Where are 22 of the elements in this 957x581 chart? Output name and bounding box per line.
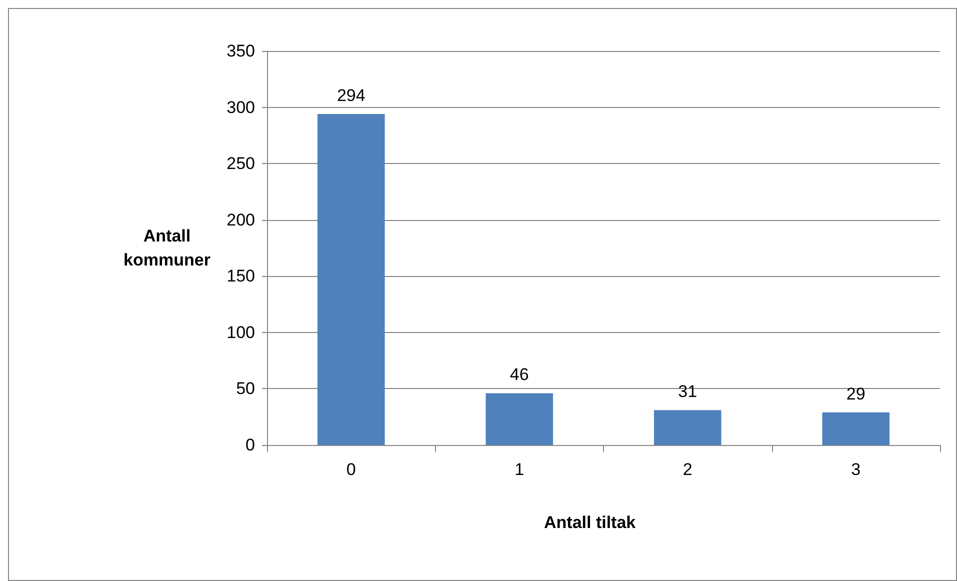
y-tick-label: 0 — [246, 436, 255, 454]
data-label: 31 — [678, 382, 698, 402]
x-axis-title: Antall tiltak — [544, 513, 636, 532]
x-tick-label: 2 — [682, 460, 692, 479]
data-label: 294 — [336, 86, 366, 106]
bar — [822, 412, 890, 445]
y-tick-label: 100 — [226, 322, 255, 342]
y-tick-label: 200 — [226, 210, 255, 230]
y-tick-label: 150 — [226, 266, 255, 286]
y-tick-label: 50 — [236, 379, 255, 398]
bar — [486, 393, 554, 445]
y-tick-label: 250 — [226, 154, 255, 174]
bar — [654, 410, 722, 445]
y-tick-label: 350 — [226, 42, 255, 60]
x-tick-label: 3 — [851, 460, 861, 479]
data-label: 46 — [510, 365, 529, 384]
data-label: 29 — [846, 384, 866, 404]
x-tick-label: 0 — [346, 460, 356, 479]
y-axis-title: Antall kommuner — [124, 226, 211, 270]
x-tick-label: 1 — [514, 460, 524, 479]
y-tick-label: 300 — [226, 98, 255, 117]
bar — [317, 114, 385, 445]
